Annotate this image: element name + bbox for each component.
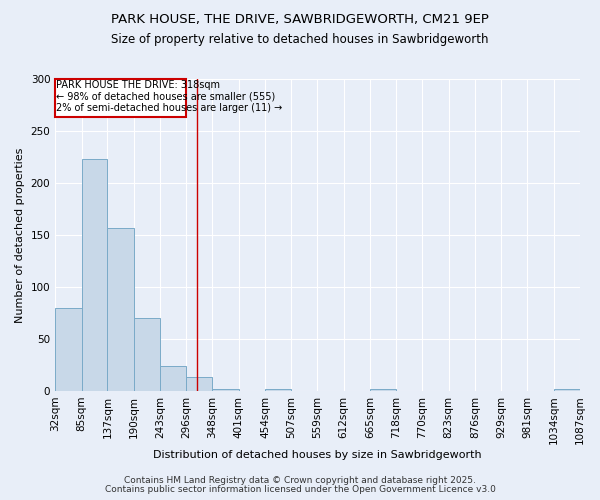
- Bar: [55, 79, 187, 118]
- Text: 2% of semi-detached houses are larger (11) →: 2% of semi-detached houses are larger (1…: [56, 103, 283, 113]
- Text: Contains public sector information licensed under the Open Government Licence v3: Contains public sector information licen…: [104, 485, 496, 494]
- Text: PARK HOUSE THE DRIVE: 318sqm: PARK HOUSE THE DRIVE: 318sqm: [56, 80, 220, 90]
- Bar: [107, 228, 134, 391]
- Text: Contains HM Land Registry data © Crown copyright and database right 2025.: Contains HM Land Registry data © Crown c…: [124, 476, 476, 485]
- Text: PARK HOUSE, THE DRIVE, SAWBRIDGEWORTH, CM21 9EP: PARK HOUSE, THE DRIVE, SAWBRIDGEWORTH, C…: [111, 12, 489, 26]
- Bar: [160, 366, 187, 391]
- Text: Size of property relative to detached houses in Sawbridgeworth: Size of property relative to detached ho…: [111, 32, 489, 46]
- Y-axis label: Number of detached properties: Number of detached properties: [15, 148, 25, 322]
- X-axis label: Distribution of detached houses by size in Sawbridgeworth: Distribution of detached houses by size …: [153, 450, 482, 460]
- Bar: [370, 389, 397, 391]
- Bar: [554, 389, 580, 391]
- Bar: [212, 389, 239, 391]
- Text: ← 98% of detached houses are smaller (555): ← 98% of detached houses are smaller (55…: [56, 92, 275, 102]
- Bar: [187, 378, 212, 391]
- Bar: [134, 318, 160, 391]
- Bar: [82, 159, 107, 391]
- Bar: [265, 389, 292, 391]
- Bar: [55, 308, 82, 391]
